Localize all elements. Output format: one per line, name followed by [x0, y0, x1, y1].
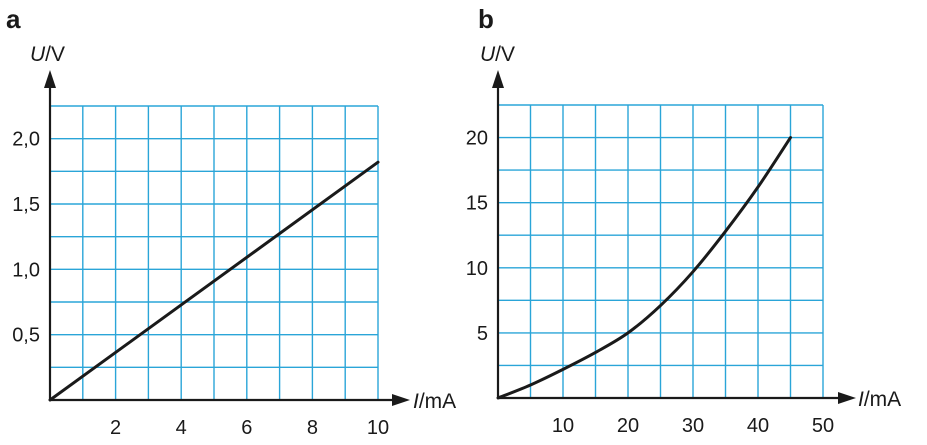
- panel-b-x-axis-arrow: [838, 392, 856, 404]
- x-tick-label: 10: [552, 415, 574, 437]
- panel-b-tick-labels: 10 20 30 40 50 5 10 15 20: [466, 128, 834, 437]
- x-tick-label: 4: [176, 417, 187, 439]
- panel-a-series: [48, 160, 380, 402]
- x-tick-label: 2: [110, 417, 121, 439]
- y-tick-label: 0,5: [12, 325, 40, 347]
- y-tick-label: 20: [466, 128, 488, 150]
- y-tick-label: 1,5: [12, 194, 40, 216]
- panel-b-label: b: [478, 4, 494, 34]
- x-tick-label: 10: [367, 417, 389, 439]
- x-tick-label: 6: [241, 417, 252, 439]
- panel-a-y-axis-arrow: [44, 70, 56, 88]
- panel-b: b U/V I/mA 10 20 30 40 50 5 10 15 20: [466, 4, 901, 437]
- series-line: [48, 160, 380, 402]
- panel-a-grid: [50, 105, 379, 400]
- panel-b-axes: [492, 70, 856, 404]
- panel-a-label: a: [6, 4, 21, 34]
- x-tick-label: 20: [617, 415, 639, 437]
- panel-b-series: [496, 136, 792, 400]
- x-tick-label: 40: [747, 415, 769, 437]
- y-tick-label: 1,0: [12, 259, 40, 281]
- panel-a-y-axis-label: U/V: [30, 43, 65, 66]
- x-tick-label: 50: [812, 415, 834, 437]
- panel-b-x-axis-label: I/mA: [858, 388, 901, 411]
- panel-b-y-axis-arrow: [492, 70, 504, 88]
- panel-a: a U/V I/mA 2 4 6 8 10 0,5 1,0 1,5 2,0: [6, 4, 456, 439]
- y-tick-label: 15: [466, 193, 488, 215]
- panel-a-tick-labels: 2 4 6 8 10 0,5 1,0 1,5 2,0: [12, 129, 389, 439]
- y-tick-label: 10: [466, 258, 488, 280]
- y-tick-label: 2,0: [12, 129, 40, 151]
- panel-a-x-axis-arrow: [392, 394, 410, 406]
- panel-a-x-axis-label: I/mA: [413, 390, 456, 413]
- x-tick-label: 8: [307, 417, 318, 439]
- x-tick-label: 30: [682, 415, 704, 437]
- panel-a-axes: [44, 70, 410, 406]
- series-line: [496, 136, 792, 400]
- y-tick-label: 5: [477, 323, 488, 345]
- panel-b-grid: [498, 104, 824, 398]
- panel-b-y-axis-label: U/V: [480, 43, 515, 66]
